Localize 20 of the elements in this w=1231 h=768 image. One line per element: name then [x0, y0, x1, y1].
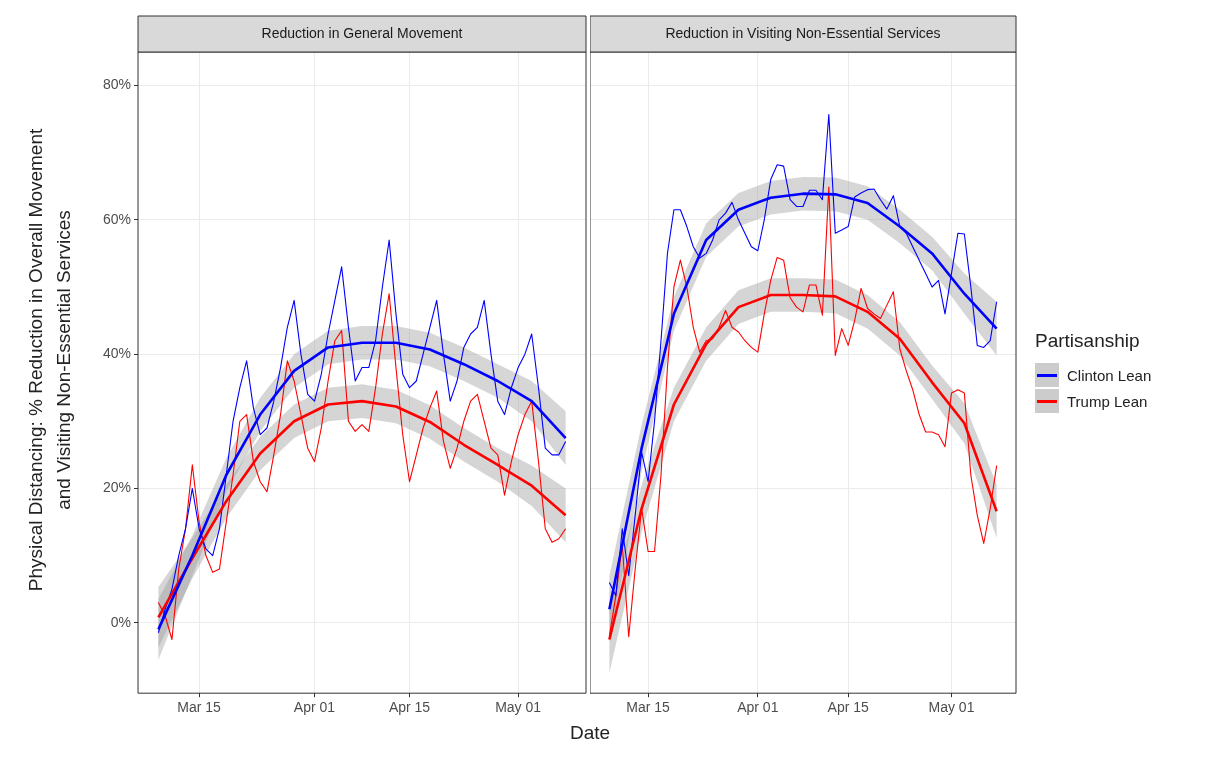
x-tick-label: May 01: [928, 699, 975, 716]
y-axis-title: Physical Distancing: % Reduction in Overall Movement and Visiting Non-Essential Services: [24, 128, 75, 592]
x-axis-title: Date: [569, 722, 611, 744]
x-tick-label: Mar 15: [626, 699, 671, 716]
y-tick-label: 20%: [102, 479, 132, 496]
y-tick-label: 80%: [102, 76, 132, 93]
x-tick-label: Apr 15: [827, 699, 870, 716]
y-tick-label: 0%: [110, 613, 132, 630]
x-tick-label: Mar 15: [177, 699, 222, 716]
legend-title: Partisanship: [1035, 330, 1141, 352]
legend-label: Trump Lean: [1067, 392, 1148, 410]
chart-title: Reduction in Visiting Non-Essential Services: [665, 24, 941, 41]
x-tick-label: Apr 01: [293, 699, 336, 716]
x-tick-label: May 01: [495, 699, 542, 716]
chart-title: Reduction in General Movement: [261, 24, 463, 41]
y-tick-label: 40%: [102, 345, 132, 361]
legend-label: Clinton Lean: [1067, 366, 1152, 384]
x-tick-label: Apr 01: [737, 699, 779, 716]
y-tick-label: 60%: [102, 210, 132, 227]
x-tick-label: Apr 15: [388, 699, 431, 716]
